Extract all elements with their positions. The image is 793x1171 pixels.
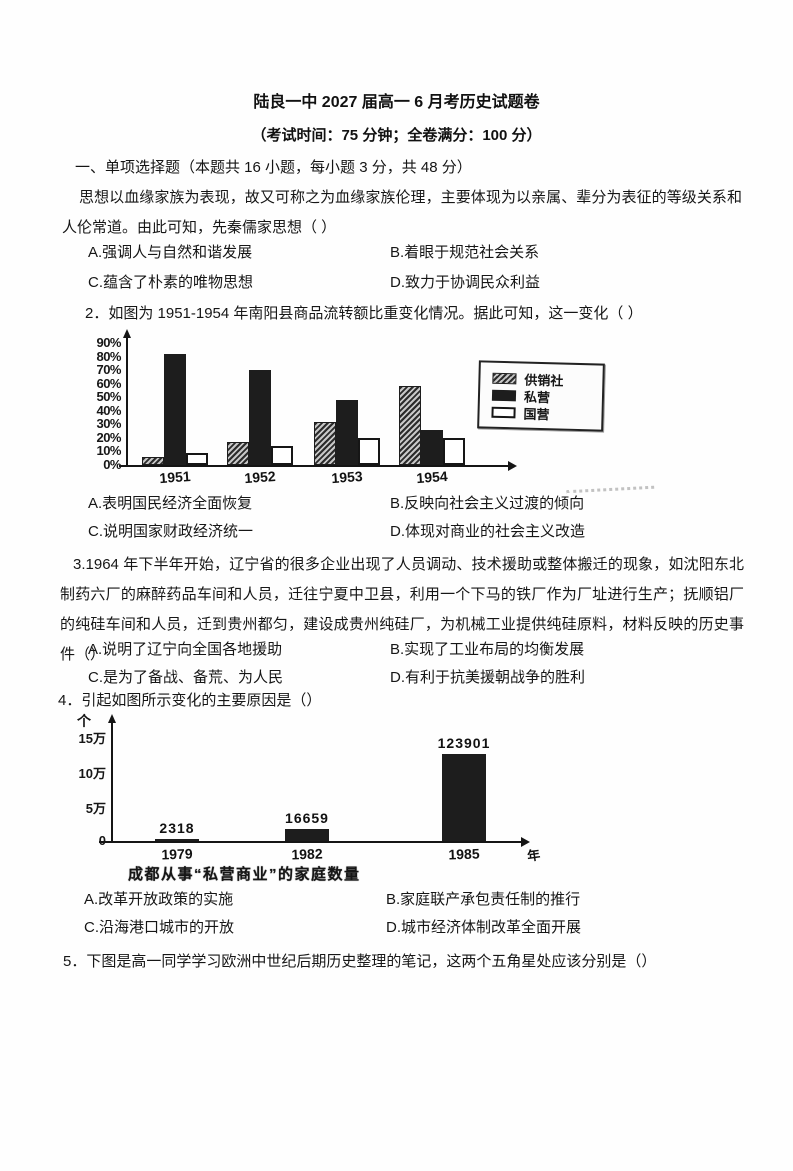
bar-国营-1952: [271, 446, 293, 465]
question-3-stem: 3.1964 年下半年开始，辽宁省的很多企业出现了人员调动、技术援助或整体搬迁的…: [60, 556, 744, 663]
option-b: B.实现了工业布局的均衡发展: [390, 641, 585, 658]
x-tick-label: 1953: [330, 467, 364, 487]
option-c: C.蕴含了朴素的唯物思想: [88, 274, 254, 291]
x-tick-label: 1954: [415, 467, 449, 487]
question-2-options: A.表明国民经济全面恢复 B.反映向社会主义过渡的倾向 C.说明国家财政经济统一…: [88, 492, 585, 548]
y-tick-label: 80%: [96, 348, 121, 364]
question-2-stem: 2．如图为 1951-1954 年南阳县商品流转额比重变化情况。据此可知，这一变…: [85, 305, 643, 322]
y-tick-label: 70%: [96, 362, 121, 378]
bar-value-label: 123901: [437, 735, 491, 751]
question-5-stem: 5．下图是高一同学学习欧洲中世纪后期历史整理的笔记，这两个五角星处应该分别是（）: [63, 953, 657, 970]
y-axis-line: [126, 336, 128, 466]
bar-1979: [155, 839, 199, 841]
y-tick-label: 40%: [96, 402, 121, 418]
bar-供销社-1954: [399, 386, 421, 465]
option-d: D.体现对商业的社会主义改造: [390, 523, 586, 540]
bar-chart-commodity-turnover: 供销社 私营 国营 90% 80% 70% 60% 50% 40% 30% 20% 10% 0% 195…: [75, 329, 620, 500]
y-axis-line: [111, 721, 113, 843]
question-4-stem: 4．引起如图所示变化的主要原因是（）: [58, 692, 322, 709]
chart-legend: 供销社 私营 国营: [477, 360, 605, 432]
option-d: D.有利于抗美援朝战争的胜利: [390, 669, 586, 686]
x-axis-arrow: [508, 461, 517, 471]
y-tick-label: 60%: [96, 375, 121, 391]
question-4-options: A.改革开放政策的实施 B.家庭联产承包责任制的推行 C.沿海港口城市的开放 D…: [84, 888, 581, 944]
page-title: 陆良一中 2027 届高一 6 月考历史试题卷: [253, 94, 540, 111]
bar-chart-chengdu-households: 个 年 15万 10万 5万 0 2318 1979 16659 1982 123901 1985: [75, 713, 675, 865]
option-d: D.致力于协调民众利益: [390, 274, 541, 291]
option-b: B.反映向社会主义过渡的倾向: [390, 495, 585, 512]
bar-供销社-1951: [142, 457, 164, 465]
option-c: C.是为了备战、备荒、为人民: [88, 669, 284, 686]
option-a: A.表明国民经济全面恢复: [88, 495, 253, 512]
y-axis-arrow: [123, 329, 131, 338]
x-tick-label: 1952: [243, 467, 277, 487]
y-axis-arrow: [108, 714, 116, 723]
y-tick-label: 0%: [103, 457, 121, 472]
y-tick-label: 20%: [96, 429, 121, 445]
bar-私营-1954: [421, 430, 443, 465]
option-b: B.家庭联产承包责任制的推行: [386, 891, 581, 908]
bar-国营-1951: [186, 453, 208, 465]
y-tick-label: 0: [98, 833, 106, 848]
section-heading: 一、单项选择题（本题共 16 小题，每小题 3 分，共 48 分）: [75, 159, 472, 176]
x-tick-label: 1979: [161, 845, 193, 863]
bar-私营-1951: [164, 354, 186, 465]
y-tick-label: 15万: [78, 731, 106, 746]
option-a: A.强调人与自然和谐发展: [88, 244, 253, 261]
y-tick-label: 10万: [78, 766, 106, 781]
question-1-stem: 思想以血缘家族为表现，故又可称之为血缘家族伦理，主要体现为以亲属、辈分为表征的等…: [62, 189, 742, 236]
bar-国营-1953: [358, 438, 380, 465]
x-axis-unit-label: 年: [526, 847, 542, 864]
legend-swatch-私营: [491, 389, 517, 402]
y-tick-label: 5万: [85, 801, 106, 816]
y-tick-label: 10%: [96, 443, 121, 459]
legend-label: 国营: [523, 406, 550, 423]
y-tick-label: 50%: [96, 389, 121, 405]
y-tick-label: 90%: [96, 335, 121, 350]
chart-caption: 成都从事“私营商业”的家庭数量: [128, 866, 361, 883]
x-tick-label: 1951: [158, 467, 192, 487]
x-tick-label: 1985: [448, 845, 480, 863]
question-1-options: A.强调人与自然和谐发展 B.着眼于规范社会关系 C.蕴含了朴素的唯物思想 D.…: [88, 241, 540, 301]
legend-swatch-供销社: [492, 372, 517, 385]
bar-1982: [285, 829, 329, 841]
x-axis-arrow: [521, 837, 530, 847]
x-axis-line: [99, 841, 521, 843]
exam-info: （考试时间：75 分钟；全卷满分：100 分）: [251, 127, 542, 144]
option-b: B.着眼于规范社会关系: [390, 244, 540, 261]
bar-value-label: 16659: [285, 810, 329, 826]
legend-swatch-国营: [491, 406, 516, 419]
bar-私营-1953: [336, 400, 358, 465]
legend-item: 国营: [491, 404, 595, 424]
option-c: C.沿海港口城市的开放: [84, 919, 235, 936]
x-axis-line: [119, 465, 509, 467]
bar-供销社-1952: [227, 442, 249, 465]
bar-供销社-1953: [314, 422, 336, 465]
bar-1985: [442, 754, 486, 841]
bar-国营-1954: [443, 438, 465, 465]
option-d: D.城市经济体制改革全面开展: [386, 919, 582, 936]
y-tick-label: 30%: [96, 416, 121, 432]
option-a: A.改革开放政策的实施: [84, 891, 234, 908]
y-axis-unit-label: 个: [77, 713, 91, 729]
bar-私营-1952: [249, 370, 271, 465]
x-tick-label: 1982: [291, 845, 323, 863]
option-c: C.说明国家财政经济统一: [88, 523, 254, 540]
question-3-options: A.说明了辽宁向全国各地援助 B.实现了工业布局的均衡发展 C.是为了备战、备荒…: [88, 638, 585, 694]
option-a: A.说明了辽宁向全国各地援助: [88, 641, 283, 658]
bar-value-label: 2318: [159, 820, 195, 836]
